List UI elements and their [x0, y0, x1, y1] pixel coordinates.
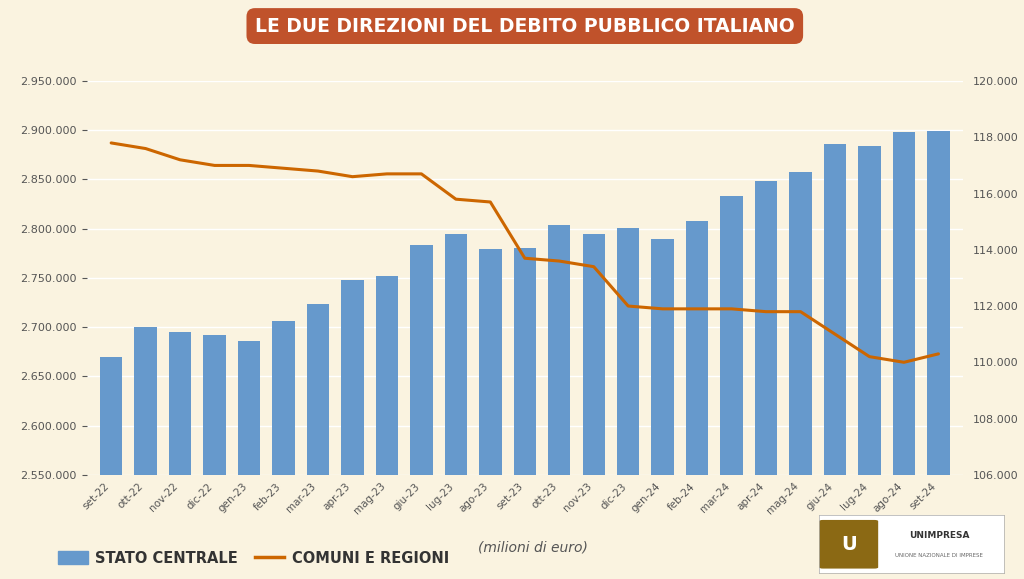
Bar — [100, 357, 123, 579]
Bar — [651, 239, 674, 579]
Text: UNIMPRESA: UNIMPRESA — [908, 531, 970, 540]
Bar — [927, 131, 949, 579]
Bar — [444, 234, 467, 579]
Bar — [479, 250, 502, 579]
Legend: STATO CENTRALE, COMUNI E REGIONI: STATO CENTRALE, COMUNI E REGIONI — [58, 551, 449, 566]
Bar — [134, 327, 157, 579]
Text: U: U — [841, 535, 856, 554]
Bar — [341, 280, 364, 579]
Bar — [686, 221, 709, 579]
Bar — [272, 321, 295, 579]
Bar — [858, 146, 881, 579]
Bar — [376, 276, 398, 579]
Bar — [893, 132, 915, 579]
Bar — [238, 341, 260, 579]
Bar — [548, 225, 570, 579]
Bar — [755, 181, 777, 579]
FancyBboxPatch shape — [819, 520, 879, 569]
Bar — [307, 305, 329, 579]
Bar — [411, 245, 432, 579]
Bar — [790, 171, 812, 579]
Bar — [721, 196, 742, 579]
Bar — [583, 234, 605, 579]
Bar — [824, 144, 846, 579]
Bar — [204, 335, 225, 579]
Text: UNIONE NAZIONALE DI IMPRESE: UNIONE NAZIONALE DI IMPRESE — [895, 554, 983, 558]
Bar — [169, 332, 191, 579]
Text: (milioni di euro): (milioni di euro) — [477, 540, 588, 554]
Bar — [617, 228, 639, 579]
Text: LE DUE DIREZIONI DEL DEBITO PUBBLICO ITALIANO: LE DUE DIREZIONI DEL DEBITO PUBBLICO ITA… — [255, 17, 795, 35]
Bar — [514, 248, 536, 579]
